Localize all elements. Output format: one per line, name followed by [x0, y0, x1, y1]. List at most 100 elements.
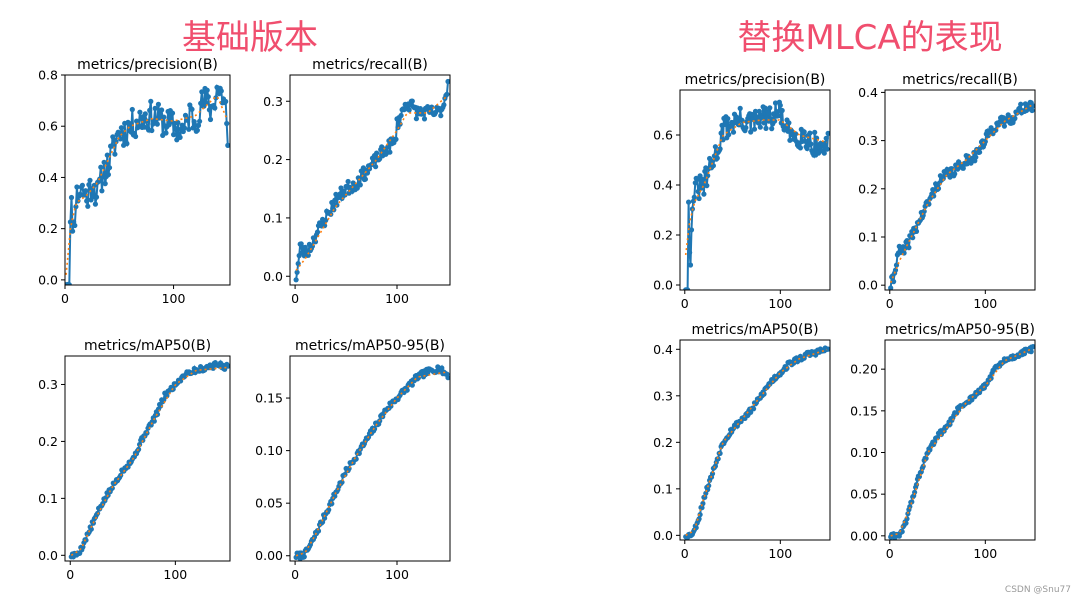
- data-point: [743, 125, 749, 131]
- data-point: [409, 382, 415, 388]
- data-point: [137, 109, 143, 115]
- y-tick-label: 0.0: [653, 278, 673, 293]
- x-tick-label: 0: [61, 291, 69, 306]
- chart-title: metrics/mAP50-95(B): [885, 322, 1035, 338]
- data-point: [83, 188, 89, 194]
- data-point: [1030, 344, 1035, 350]
- smooth-line: [684, 119, 828, 256]
- x-tick-label: 100: [162, 291, 186, 306]
- data-point: [801, 129, 807, 135]
- data-point: [74, 184, 80, 190]
- data-point: [912, 489, 918, 495]
- data-point: [195, 122, 202, 128]
- data-point: [709, 471, 716, 477]
- plot-frame: [679, 339, 831, 541]
- data-point: [134, 118, 140, 124]
- data-point: [686, 199, 692, 205]
- data-point: [159, 107, 165, 113]
- data-point: [445, 78, 450, 85]
- y-tick-label: 0.8: [38, 68, 58, 83]
- data-point: [385, 144, 391, 150]
- y-tick-label: 0.4: [653, 178, 673, 193]
- data-point: [199, 89, 205, 95]
- data-point: [87, 177, 93, 183]
- x-tick-label: 100: [973, 546, 997, 561]
- chart-title: metrics/precision(B): [685, 72, 826, 88]
- chart-baseline-recall: metrics/recall(B) 0.0 0.1 0.2 0.3 0 100: [263, 57, 451, 306]
- data-point: [406, 107, 412, 113]
- data-point: [293, 277, 299, 283]
- data-point: [102, 181, 108, 187]
- data-point: [68, 194, 75, 201]
- data-point: [66, 282, 72, 285]
- smooth-line: [70, 366, 227, 556]
- data-point: [404, 387, 410, 393]
- data-point: [761, 120, 767, 126]
- y-tick-label: 0.0: [858, 278, 878, 293]
- data-point: [409, 98, 415, 104]
- data-point: [737, 105, 743, 111]
- data-point: [387, 149, 393, 155]
- data-point: [444, 91, 450, 97]
- data-point: [171, 132, 177, 138]
- data-point: [812, 129, 818, 135]
- data-point: [104, 152, 110, 158]
- y-tick-label: 0.2: [38, 434, 58, 449]
- data-point: [357, 182, 363, 188]
- data-point: [907, 504, 913, 510]
- data-point: [906, 245, 912, 251]
- data-point: [109, 143, 115, 149]
- data-point: [685, 287, 691, 290]
- data-point: [774, 109, 781, 115]
- chart-title: metrics/mAP50(B): [84, 338, 211, 354]
- data-point: [362, 176, 368, 182]
- data-point: [301, 554, 307, 560]
- data-point: [305, 252, 311, 258]
- smooth-line: [295, 95, 448, 271]
- data-point: [72, 222, 78, 229]
- data-point: [748, 129, 754, 135]
- data-point: [714, 155, 720, 161]
- results-line: [684, 345, 829, 539]
- data-point: [438, 113, 444, 119]
- data-point: [761, 391, 767, 397]
- data-point: [712, 144, 718, 150]
- data-point: [823, 135, 829, 141]
- chart-title: metrics/recall(B): [312, 57, 428, 73]
- data-point: [101, 159, 107, 165]
- data-point: [1030, 103, 1035, 109]
- x-tick-label: 0: [66, 567, 74, 582]
- smooth-line: [890, 348, 1033, 537]
- data-point: [173, 126, 179, 132]
- data-point: [973, 154, 979, 160]
- data-point: [751, 406, 757, 412]
- results-line: [685, 101, 830, 290]
- y-tick-label: 0.10: [255, 443, 283, 458]
- data-point: [913, 228, 920, 234]
- data-point: [93, 194, 100, 200]
- y-tick-label: 0.2: [263, 152, 283, 167]
- y-tick-label: 0.05: [255, 496, 283, 511]
- data-point: [1018, 101, 1024, 107]
- data-point: [691, 194, 697, 200]
- y-tick-label: 0.15: [850, 403, 878, 418]
- data-point: [722, 121, 728, 127]
- data-point: [825, 130, 830, 136]
- y-tick-label: 0.1: [38, 491, 58, 506]
- data-point: [169, 110, 176, 116]
- chart-baseline-precision: metrics/precision(B) 0.0 0.2 0.4 0.6 0.8 0 100: [38, 57, 231, 306]
- x-tick-label: 0: [886, 296, 894, 311]
- data-point: [694, 176, 700, 183]
- data-point: [913, 482, 920, 488]
- y-tick-label: 0.4: [653, 342, 673, 357]
- data-point: [445, 375, 450, 381]
- data-point: [149, 127, 155, 134]
- y-tick-label: 0.00: [850, 528, 878, 543]
- data-point: [920, 463, 926, 469]
- data-point: [688, 227, 695, 233]
- data-point: [1001, 123, 1007, 129]
- y-tick-label: 0.4: [858, 85, 878, 100]
- data-point: [902, 245, 908, 251]
- chart-mlca-precision: metrics/precision(B) 0.0 0.2 0.4 0.6 0 100: [653, 72, 831, 311]
- chart-title: metrics/mAP50-95(B): [295, 338, 445, 354]
